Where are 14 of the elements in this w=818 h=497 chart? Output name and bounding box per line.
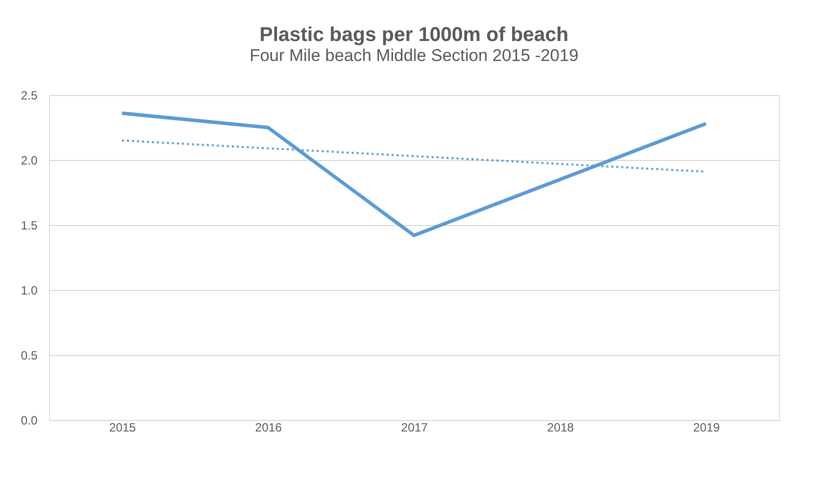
y-tick-label: 2.0 [20,154,38,168]
x-tick-label: 2016 [255,420,282,434]
x-tick-label: 2018 [547,420,574,434]
x-tick-label: 2017 [401,420,428,434]
y-tick-label: 2.5 [20,88,38,102]
x-tick-label: 2015 [109,420,136,434]
y-tick-label: 0.0 [20,414,38,428]
chart-subtitle: Four Mile beach Middle Section 2015 -2019 [250,46,578,65]
y-tick-label: 1.0 [20,284,38,298]
line-series [120,111,708,238]
chart-title: Plastic bags per 1000m of beach [259,24,569,46]
y-tick-label: 0.5 [20,348,38,362]
x-tick-label: 2019 [693,420,720,434]
y-tick-label: 1.5 [20,218,38,232]
